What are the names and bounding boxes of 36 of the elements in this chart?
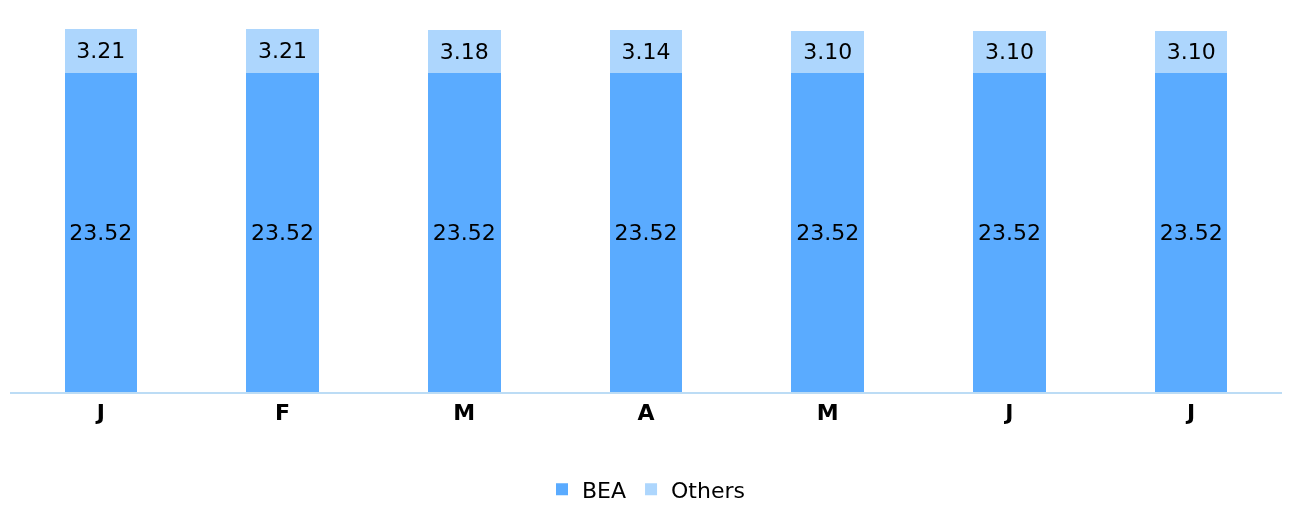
data-label: 23.52 bbox=[69, 219, 133, 245]
bar bbox=[1154, 72, 1228, 392]
bar bbox=[427, 29, 501, 73]
bar bbox=[609, 30, 683, 73]
bar bbox=[427, 72, 501, 392]
bar bbox=[64, 72, 138, 392]
data-label: 3.10 bbox=[984, 39, 1034, 65]
bar bbox=[791, 72, 865, 392]
data-label: 3.21 bbox=[76, 38, 126, 64]
x-tick-label: A bbox=[637, 400, 655, 426]
bar bbox=[791, 30, 865, 73]
data-label: 23.52 bbox=[251, 219, 315, 245]
bar bbox=[973, 30, 1046, 73]
data-label: 23.52 bbox=[796, 219, 860, 245]
data-label: 23.52 bbox=[432, 219, 496, 245]
data-label: 23.52 bbox=[1159, 219, 1223, 245]
data-label: 3.21 bbox=[258, 38, 308, 64]
x-tick-label: M bbox=[816, 400, 839, 426]
legend-label: Others bbox=[671, 477, 745, 503]
x-tick-label: J bbox=[94, 400, 105, 426]
bar bbox=[246, 29, 319, 73]
data-label: 3.18 bbox=[439, 38, 489, 64]
data-label: 3.14 bbox=[621, 38, 671, 64]
bar bbox=[973, 72, 1046, 392]
legend-label: BEA bbox=[582, 477, 627, 503]
bar bbox=[609, 72, 683, 392]
bar bbox=[246, 72, 319, 392]
data-label: 23.52 bbox=[614, 219, 678, 245]
bar bbox=[64, 29, 138, 73]
x-tick-label: F bbox=[275, 400, 291, 426]
x-tick-label: J bbox=[1003, 400, 1014, 426]
x-tick-label: M bbox=[453, 400, 476, 426]
x-tick-label: J bbox=[1185, 400, 1196, 426]
data-label: 3.10 bbox=[1166, 39, 1216, 65]
data-label: 3.10 bbox=[803, 39, 853, 65]
data-label: 23.52 bbox=[977, 219, 1041, 245]
